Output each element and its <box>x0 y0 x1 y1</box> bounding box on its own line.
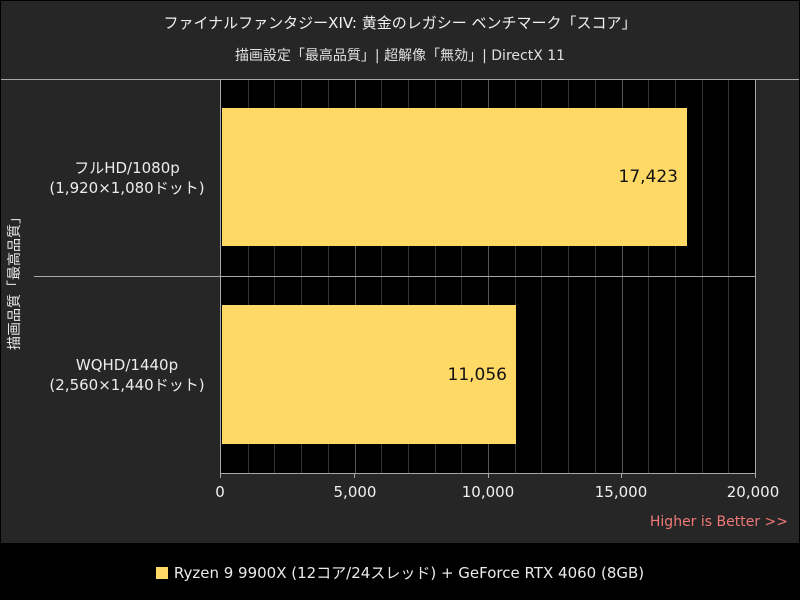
x-tick-label: 10,000 <box>461 483 515 501</box>
x-tick <box>755 473 756 478</box>
x-tick <box>488 473 489 478</box>
bar-value-label: 17,423 <box>618 167 678 187</box>
bar-fullhd: 17,423 <box>222 108 687 246</box>
category-label-wqhd: WQHD/1440p (2,560×1,440ドット) <box>34 355 220 395</box>
chart-title: ファイナルファンタジーXIV: 黄金のレガシー ベンチマーク「スコア」 <box>163 14 637 32</box>
category-resolution: (1,920×1,080ドット) <box>49 179 205 197</box>
y-axis-label-text: 描画品質「最高品質」 <box>7 210 23 350</box>
bar-wqhd: 11,056 <box>222 305 516 444</box>
chart-subtitle: 描画設定「最高品質」| 超解像「無効」| DirectX 11 <box>234 48 566 64</box>
legend: Ryzen 9 9900X (12コア/24スレッド) + GeForce RT… <box>0 562 800 583</box>
legend-swatch-icon <box>155 567 168 579</box>
x-tick-label: 0 <box>215 483 225 501</box>
x-tick-label: 15,000 <box>594 483 648 501</box>
y-axis-group-label: 描画品質「最高品質」 <box>2 190 26 370</box>
category-name: フルHD/1080p <box>74 159 180 177</box>
x-tick-label: 5,000 <box>333 483 377 501</box>
x-tick <box>220 473 221 478</box>
category-resolution: (2,560×1,440ドット) <box>49 376 205 394</box>
header-divider <box>1 79 799 80</box>
plot-right-border <box>755 80 756 474</box>
legend-label: Ryzen 9 9900X (12コア/24スレッド) + GeForce RT… <box>173 564 645 582</box>
x-tick <box>354 473 355 478</box>
x-tick-label: 20,000 <box>726 483 780 501</box>
bar-value-label: 11,056 <box>447 364 507 385</box>
category-name: WQHD/1440p <box>75 356 179 374</box>
category-label-fullhd: フルHD/1080p (1,920×1,080ドット) <box>34 158 220 198</box>
y-axis-line <box>220 80 221 474</box>
higher-is-better-note: Higher is Better >> <box>649 514 788 530</box>
x-tick <box>621 473 622 478</box>
category-separator <box>34 276 756 277</box>
